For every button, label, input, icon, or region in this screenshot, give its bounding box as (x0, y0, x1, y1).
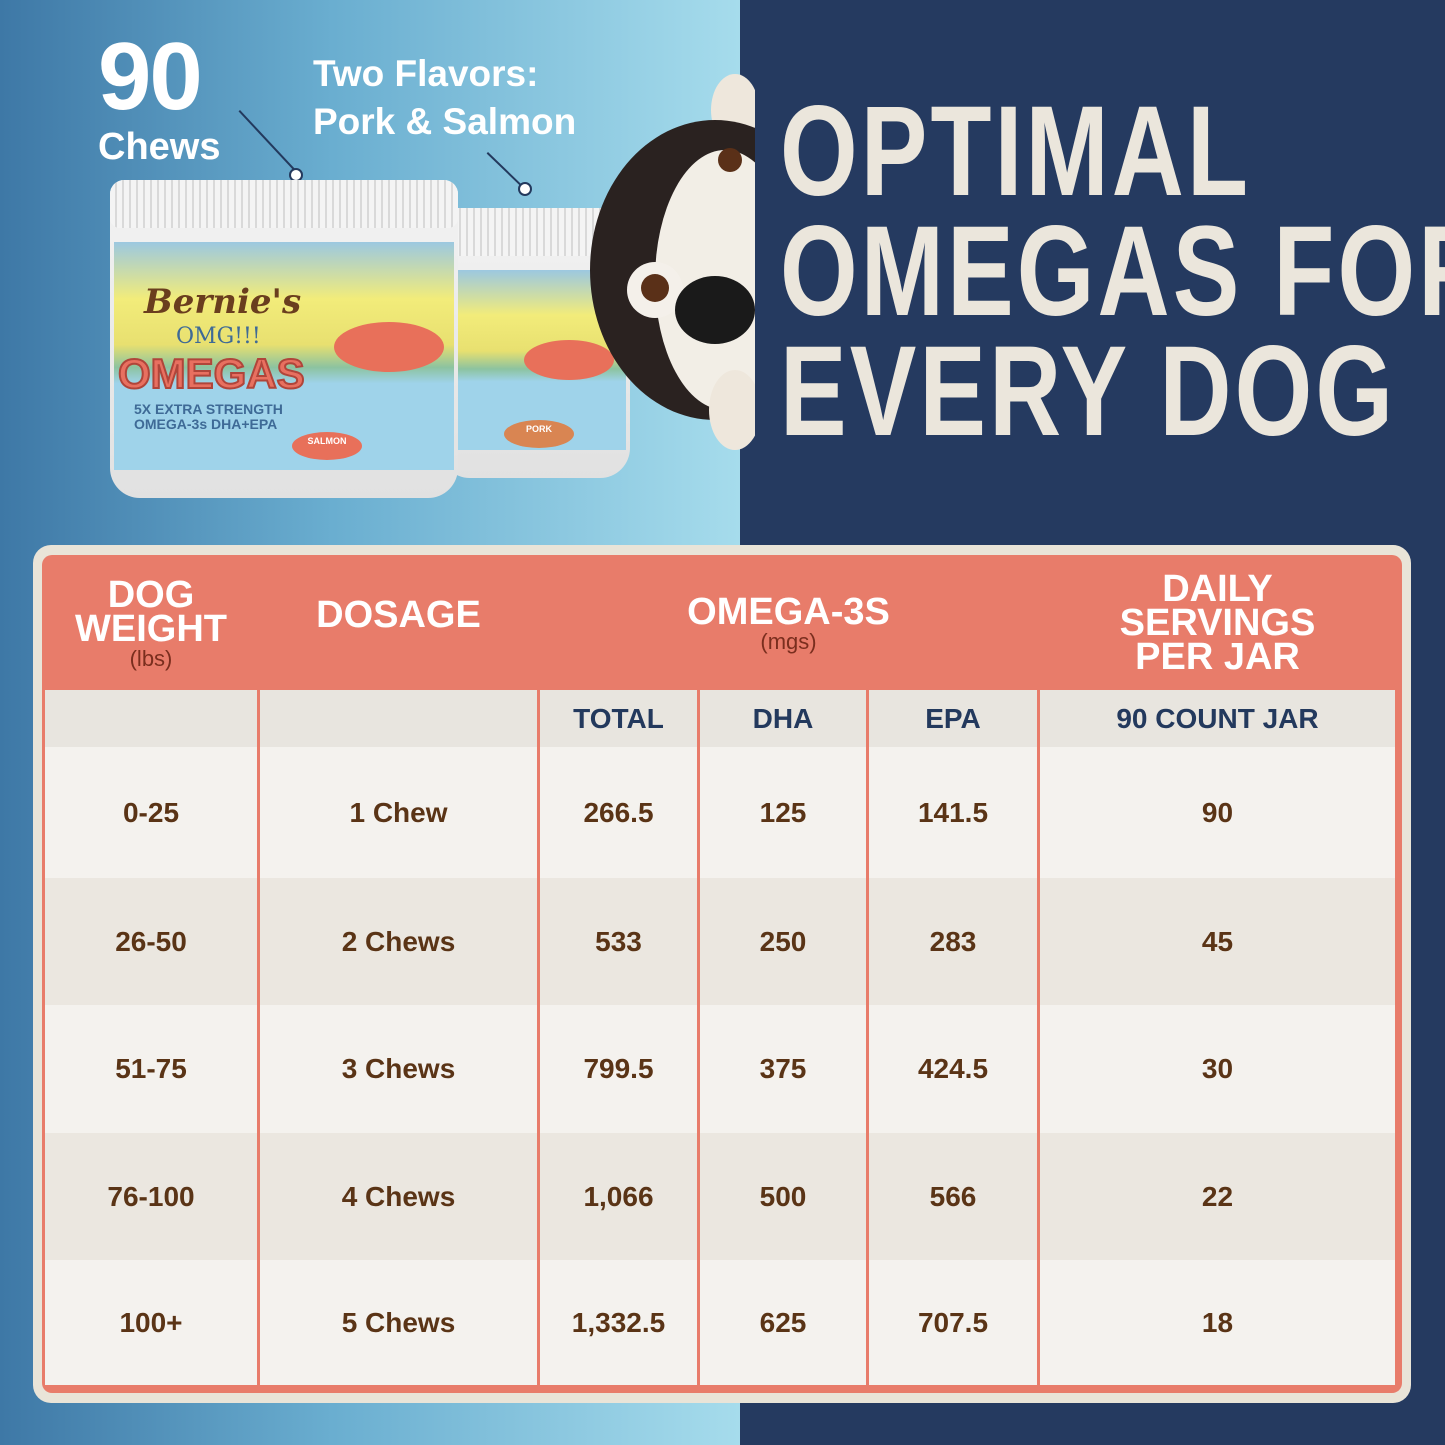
table-cell-epa: 141.5 (869, 747, 1037, 878)
table-cell-total: 1,332.5 (540, 1260, 697, 1385)
table-cell-dha: 625 (700, 1260, 866, 1385)
flavors-line1: Two Flavors: (313, 53, 539, 94)
salmon-jar-image: Bernie's OMG!!! OMEGAS 5X EXTRA STRENGTH… (110, 180, 458, 498)
flavors-callout: Two Flavors: Pork & Salmon (313, 50, 576, 146)
salmon-fish-illustration (524, 340, 614, 380)
table-cell-weight: 76-100 (45, 1133, 257, 1260)
headline-line3: EVERY DOG (780, 320, 1397, 463)
header-dog-weight: DOG WEIGHT (lbs) (75, 574, 227, 671)
jar-label: PORK (444, 270, 626, 450)
table-cell-dha: 375 (700, 1005, 866, 1133)
table-cell-dha: 125 (700, 747, 866, 878)
header-servings: DAILY SERVINGS PER JAR (1119, 567, 1316, 678)
flavors-line2: Pork & Salmon (313, 101, 577, 142)
salmon-fish-illustration (334, 322, 444, 372)
header-omega: OMEGA-3S (mgs) (687, 591, 890, 654)
table-cell-epa: 283 (869, 878, 1037, 1005)
chew-count: 90 (98, 23, 203, 130)
table-cell-epa: 566 (869, 1133, 1037, 1260)
omg-logo: OMG!!! (176, 324, 261, 349)
jar-lid (110, 180, 458, 228)
subheader-dha: DHA (700, 690, 866, 747)
table-cell-servings: 90 (1040, 747, 1395, 878)
table-cell-dosage: 1 Chew (260, 747, 537, 878)
table-cell-total: 533 (540, 878, 697, 1005)
table-cell-servings: 45 (1040, 878, 1395, 1005)
dog-nose (675, 276, 755, 344)
subheader-epa: EPA (869, 690, 1037, 747)
table-cell-weight: 0-25 (45, 747, 257, 878)
subheader-jar: 90 COUNT JAR (1040, 690, 1395, 747)
column-divider-dashed (698, 697, 700, 1382)
table-cell-dha: 500 (700, 1133, 866, 1260)
callout-dot (518, 182, 532, 196)
table-cell-servings: 22 (1040, 1133, 1395, 1260)
table-cell-dosage: 5 Chews (260, 1260, 537, 1385)
table-cell-weight: 26-50 (45, 878, 257, 1005)
headline: OPTIMAL OMEGAS FOR EVERY DOG (780, 80, 1445, 463)
table-cell-total: 1,066 (540, 1133, 697, 1260)
table-cell-total: 266.5 (540, 747, 697, 878)
table-cell-servings: 18 (1040, 1260, 1395, 1385)
jar-label: Bernie's OMG!!! OMEGAS 5X EXTRA STRENGTH… (114, 242, 454, 470)
strength-text: 5X EXTRA STRENGTH OMEGA-3s DHA+EPA (134, 401, 283, 432)
dog-paw (709, 370, 755, 450)
table-cell-weight: 100+ (45, 1260, 257, 1385)
table-cell-dosage: 4 Chews (260, 1133, 537, 1260)
table-cell-weight: 51-75 (45, 1005, 257, 1133)
pork-flavor-badge: PORK (504, 420, 574, 448)
header-dosage: DOSAGE (316, 594, 481, 636)
table-cell-total: 799.5 (540, 1005, 697, 1133)
table-cell-epa: 424.5 (869, 1005, 1037, 1133)
brand-logo: Bernie's (144, 282, 302, 322)
subheader-total: TOTAL (540, 690, 697, 747)
headline-line1: OPTIMAL (780, 80, 1252, 223)
peeking-dog-illustration (590, 74, 755, 450)
table-cell-dosage: 3 Chews (260, 1005, 537, 1133)
subheader-empty (45, 690, 257, 747)
subheader-empty (260, 690, 537, 747)
table-cell-dha: 250 (700, 878, 866, 1005)
salmon-flavor-badge: SALMON (292, 432, 362, 460)
table-cell-servings: 30 (1040, 1005, 1395, 1133)
column-divider-dashed (866, 697, 868, 1382)
omegas-logo: OMEGAS (117, 349, 306, 398)
chew-count-label: Chews (98, 126, 221, 168)
headline-line2: OMEGAS FOR (780, 200, 1445, 343)
table-cell-epa: 707.5 (869, 1260, 1037, 1385)
table-cell-dosage: 2 Chews (260, 878, 537, 1005)
